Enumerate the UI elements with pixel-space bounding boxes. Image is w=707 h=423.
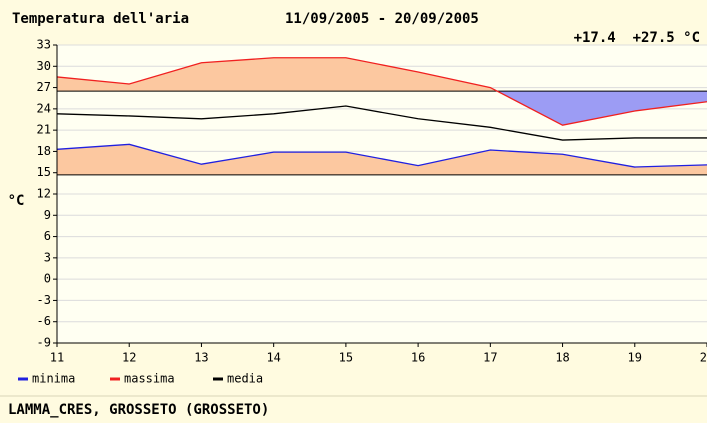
legend-label: minima [32,372,75,386]
y-tick-label: 12 [37,187,51,201]
axes: -9 -6 -3 0 3 6 9 12 15 18 21 24 27 30 33 11 12 13 14 15 16 17… [37,38,707,365]
series-line [56,105,707,141]
fill-below [497,91,707,126]
x-tick-label: 15 [339,351,353,365]
series-line [56,143,707,168]
y-tick-label: 21 [37,123,51,137]
chart-subtitle: 11/09/2005 - 20/09/2005 [285,11,479,27]
y-tick-label: 24 [37,101,51,115]
y-tick-label: 15 [37,165,51,179]
grid [57,44,707,344]
y-tick-label: -6 [37,314,51,328]
y-tick-label: 6 [44,229,51,243]
x-tick-label: 16 [411,351,425,365]
marks [56,57,707,176]
chart-title: Temperatura dell'aria [12,11,189,27]
x-tick-label: 14 [266,351,280,365]
fills [57,57,707,175]
y-tick-label: 33 [37,38,51,52]
legend-label: massima [124,372,175,386]
x-tick-label: 13 [194,351,208,365]
x-tick-label: 19 [628,351,642,365]
y-tick-label: 30 [37,59,51,73]
y-tick-label: 27 [37,80,51,94]
footer: LAMMA_CRES, GROSSETO (GROSSETO) [8,402,269,418]
series-line [56,57,707,126]
x-tick-label: 18 [555,351,569,365]
y-tick-label: -3 [37,293,51,307]
legend-label: media [227,372,263,386]
y-tick-label: -9 [37,336,51,350]
x-tick-label: 20 [700,351,707,365]
fill-above [57,144,707,175]
y-tick-label: 9 [44,208,51,222]
y-tick-label: 3 [44,250,51,264]
y-tick-label: 0 [44,272,51,286]
x-tick-label: 12 [122,351,136,365]
y-tick-label: 18 [37,144,51,158]
range-label: +17.4 +27.5 °C [574,30,700,46]
y-axis-label: °C [8,193,25,209]
x-tick-label: 11 [50,351,64,365]
fill-above [57,57,707,92]
x-tick-label: 17 [483,351,497,365]
